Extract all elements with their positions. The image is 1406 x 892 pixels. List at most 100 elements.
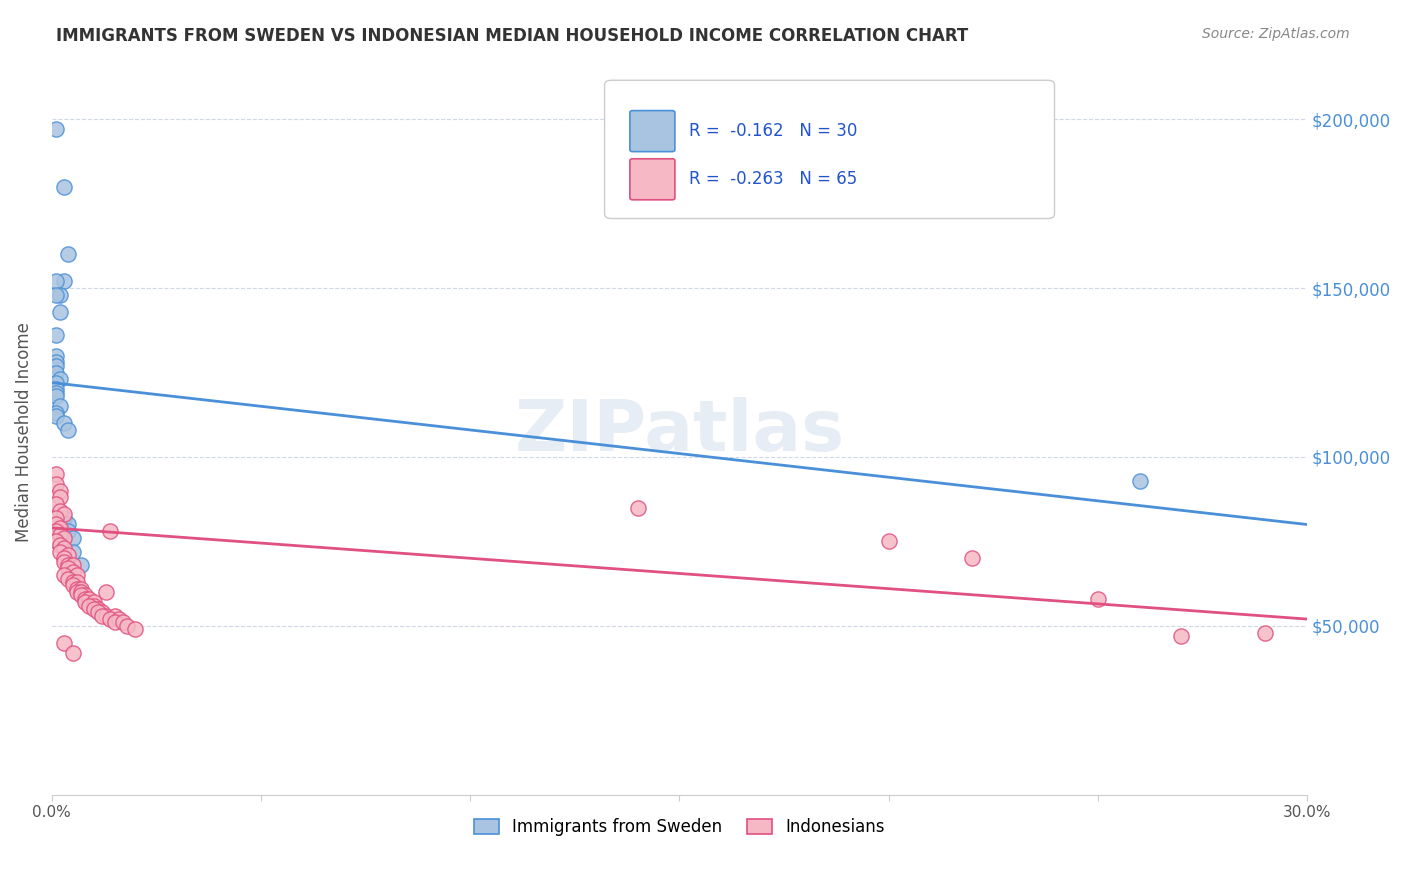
Point	[1087, 591, 1109, 606]
Point	[87, 605, 110, 619]
Point	[45, 517, 67, 532]
Point	[79, 591, 101, 606]
Point	[49, 491, 72, 505]
Point	[98, 612, 121, 626]
Point	[58, 548, 80, 562]
Point	[103, 608, 125, 623]
Y-axis label: Median Household Income: Median Household Income	[15, 322, 32, 541]
Point	[58, 561, 80, 575]
Point	[103, 615, 125, 630]
Point	[58, 517, 80, 532]
Point	[87, 602, 110, 616]
Point	[75, 591, 97, 606]
Point	[49, 399, 72, 413]
Point	[62, 578, 84, 592]
Point	[45, 376, 67, 390]
Point	[49, 288, 72, 302]
Point	[45, 510, 67, 524]
Point	[62, 565, 84, 579]
Point	[75, 595, 97, 609]
Point	[45, 122, 67, 136]
Point	[45, 385, 67, 400]
Point	[58, 524, 80, 539]
Text: R =  -0.263   N = 65: R = -0.263 N = 65	[689, 170, 858, 188]
Point	[1254, 625, 1277, 640]
Point	[49, 304, 72, 318]
Point	[45, 389, 67, 403]
Point	[53, 541, 76, 556]
Point	[53, 568, 76, 582]
Point	[53, 510, 76, 524]
Point	[70, 582, 93, 596]
Point	[98, 524, 121, 539]
Point	[124, 622, 146, 636]
Text: ZIPatlas: ZIPatlas	[515, 397, 845, 467]
Text: Source: ZipAtlas.com: Source: ZipAtlas.com	[1202, 27, 1350, 41]
Text: IMMIGRANTS FROM SWEDEN VS INDONESIAN MEDIAN HOUSEHOLD INCOME CORRELATION CHART: IMMIGRANTS FROM SWEDEN VS INDONESIAN MED…	[56, 27, 969, 45]
Point	[53, 179, 76, 194]
Point	[62, 558, 84, 572]
Point	[49, 504, 72, 518]
Point	[53, 555, 76, 569]
Point	[45, 349, 67, 363]
Point	[45, 355, 67, 369]
Point	[70, 589, 93, 603]
Point	[53, 531, 76, 545]
Point	[62, 531, 84, 545]
Point	[83, 599, 105, 613]
Point	[66, 568, 89, 582]
Point	[58, 558, 80, 572]
Legend: Immigrants from Sweden, Indonesians: Immigrants from Sweden, Indonesians	[465, 810, 893, 845]
Point	[49, 521, 72, 535]
Point	[91, 605, 114, 619]
Point	[62, 646, 84, 660]
Point	[45, 359, 67, 373]
Point	[83, 602, 105, 616]
Point	[58, 247, 80, 261]
Point	[45, 274, 67, 288]
Point	[53, 551, 76, 566]
Point	[626, 500, 648, 515]
Point	[70, 558, 93, 572]
Point	[62, 574, 84, 589]
Point	[45, 288, 67, 302]
Point	[79, 599, 101, 613]
Point	[49, 527, 72, 541]
Point	[45, 366, 67, 380]
Point	[94, 608, 117, 623]
Point	[45, 383, 67, 397]
Text: R =  -0.162   N = 30: R = -0.162 N = 30	[689, 122, 858, 140]
Point	[62, 544, 84, 558]
Point	[58, 423, 80, 437]
Point	[66, 574, 89, 589]
Point	[45, 409, 67, 424]
Point	[45, 524, 67, 539]
Point	[83, 595, 105, 609]
Point	[94, 585, 117, 599]
Point	[115, 619, 138, 633]
Point	[53, 274, 76, 288]
Point	[111, 615, 134, 630]
Point	[58, 572, 80, 586]
Point	[53, 508, 76, 522]
Point	[49, 372, 72, 386]
Point	[53, 416, 76, 430]
Point	[45, 477, 67, 491]
Point	[66, 582, 89, 596]
Point	[49, 483, 72, 498]
Point	[53, 636, 76, 650]
Point	[877, 534, 900, 549]
Point	[91, 608, 114, 623]
Point	[49, 538, 72, 552]
Point	[45, 497, 67, 511]
Point	[66, 585, 89, 599]
Point	[962, 551, 984, 566]
Point	[45, 328, 67, 343]
Point	[70, 585, 93, 599]
Point	[45, 406, 67, 420]
Point	[1170, 629, 1192, 643]
Point	[107, 612, 129, 626]
Point	[49, 544, 72, 558]
Point	[1129, 474, 1152, 488]
Point	[75, 589, 97, 603]
